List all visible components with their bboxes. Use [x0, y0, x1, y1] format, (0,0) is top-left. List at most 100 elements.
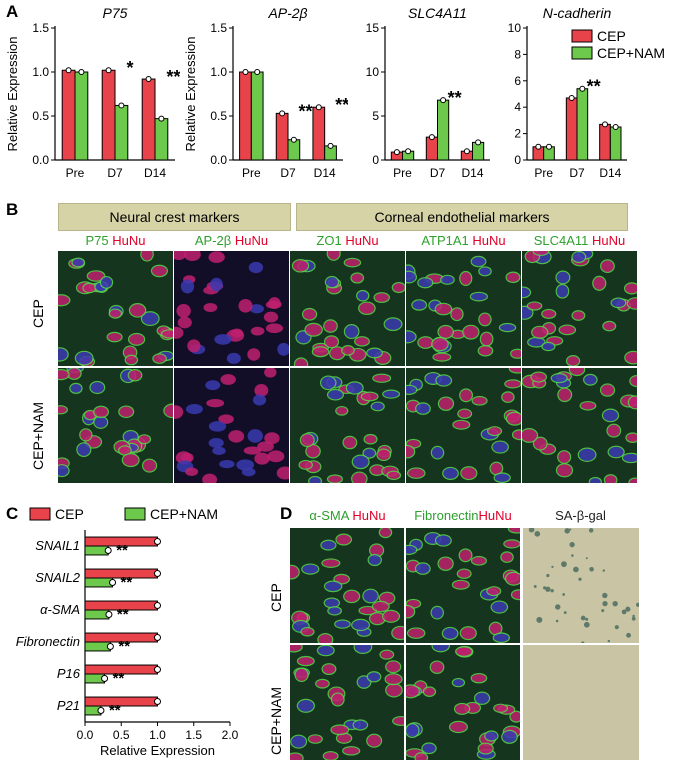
significance-mark: **	[335, 95, 348, 115]
bar-cep	[275, 112, 289, 161]
bar-cep-nam	[74, 71, 89, 161]
data-point	[393, 149, 400, 156]
panel-label-a: A	[6, 2, 19, 21]
significance-mark: **	[448, 88, 462, 108]
y-tick-label: SNAIL2	[35, 570, 81, 585]
row-label-d-cep: CEP	[268, 583, 284, 612]
data-point	[315, 104, 322, 111]
bar-cep	[84, 696, 158, 707]
x-tick-label: D14	[599, 166, 621, 180]
x-tick-label: D7	[569, 166, 585, 180]
data-point	[154, 602, 161, 610]
data-point	[104, 546, 112, 554]
data-point	[105, 610, 113, 618]
col-label-atp1a1: ATP1A1 HuNu	[421, 233, 506, 248]
y-tick-label: 0	[372, 153, 379, 167]
y-tick-label: 1.0	[210, 65, 227, 79]
significance-mark: **	[109, 702, 121, 719]
y-tick-label: 15	[366, 21, 380, 35]
panel-label-b: B	[6, 200, 19, 219]
x-tick-label: D7	[430, 166, 446, 180]
col-label-sa-bgal: SA-β-gal	[555, 508, 606, 523]
data-point	[118, 102, 125, 109]
micrograph-d-r1-c2	[406, 528, 520, 643]
data-point	[279, 110, 286, 117]
x-tick-label: Pre	[66, 166, 85, 180]
y-tick-label: Fibronectin	[16, 634, 80, 649]
micrograph-d-r1-c1	[290, 528, 404, 643]
y-tick-label: α-SMA	[40, 602, 80, 617]
data-point	[475, 139, 482, 146]
bar-cep	[425, 136, 439, 161]
chart-hbar-c: CEP CEP+NAM 0.0 0.5 1.0 1.5 2.0 Relative Expres…	[16, 506, 239, 758]
y-tick-label: 2	[514, 127, 521, 141]
y-tick-label: 10	[366, 65, 380, 79]
data-point	[154, 634, 161, 642]
data-point	[612, 124, 619, 130]
bar-cep-nam	[84, 609, 110, 620]
significance-mark: *	[127, 58, 134, 78]
chart-title: P75	[103, 5, 128, 21]
legend-label: CEP+NAM	[597, 45, 665, 61]
chart-slc4a11: SLC4A11 0 5 10 15 Pre D7 D14 **	[366, 5, 490, 180]
micrograph-b-r2-c5	[522, 368, 637, 483]
significance-mark: **	[299, 101, 313, 121]
micrograph-b-r2-c4	[406, 368, 521, 483]
y-tick-label: SNAIL1	[35, 538, 80, 553]
row-label-d-cep-nam: CEP+NAM	[268, 686, 284, 755]
chart-ap2b: AP-2β 0.0 0.5 1.0 1.5 Relative Expression Pre D…	[183, 5, 348, 180]
bar-cep-nam	[114, 104, 129, 161]
col-label-slc4a11: SLC4A11 HuNu	[533, 233, 626, 248]
micrograph-d-r2-c1	[290, 645, 404, 760]
data-point	[405, 148, 412, 155]
data-point	[602, 121, 608, 128]
data-point	[568, 94, 575, 101]
x-tick-label: 0.0	[77, 728, 94, 742]
micrograph-b-r1-c1	[58, 251, 173, 366]
y-tick-label: P21	[57, 698, 80, 713]
bar-cep	[141, 78, 156, 161]
bar-cep-nam	[84, 577, 114, 588]
data-point	[463, 148, 470, 155]
bar-cep	[312, 106, 326, 161]
data-point	[440, 97, 447, 104]
bar-cep-nam	[576, 88, 589, 161]
x-tick-label: Pre	[242, 166, 261, 180]
significance-mark: **	[116, 542, 128, 559]
data-point	[78, 69, 85, 75]
legend-swatch	[29, 507, 51, 521]
data-point	[290, 136, 297, 143]
significance-mark: **	[118, 638, 130, 655]
micrograph-b-r1-c4	[406, 251, 521, 366]
row-label-cep-nam: CEP+NAM	[30, 401, 46, 470]
y-tick-label: 1.5	[32, 21, 49, 35]
x-tick-label: 2.0	[222, 728, 239, 742]
chart-title: SLC4A11	[408, 5, 467, 21]
bar-cep-nam	[154, 118, 169, 161]
data-point	[327, 142, 334, 149]
data-point	[97, 706, 105, 714]
y-tick-label: 1.0	[32, 65, 49, 79]
legend-swatch	[571, 46, 593, 60]
significance-mark: **	[587, 77, 601, 97]
y-tick-label: 6	[514, 74, 521, 88]
row-label-cep: CEP	[30, 299, 46, 328]
data-point	[154, 538, 161, 546]
bar-cep	[101, 69, 116, 161]
x-tick-label: Pre	[393, 166, 412, 180]
micrograph-b-r2-c1	[58, 368, 173, 483]
bar-cep	[61, 69, 76, 161]
data-point	[254, 69, 261, 75]
x-tick-label: 0.5	[113, 728, 130, 742]
legend-swatch	[571, 29, 593, 43]
micrograph-b-r1-c2	[174, 251, 289, 366]
micrograph-d-r1-c3	[523, 528, 639, 643]
data-point	[579, 85, 586, 92]
col-label-fibronectin: FibronectinHuNu	[414, 508, 512, 523]
data-point	[106, 642, 114, 650]
bar-cep-nam	[609, 126, 622, 161]
x-tick-label: Pre	[534, 166, 553, 180]
y-tick-label: 0.5	[32, 109, 49, 123]
banner-corneal-endothelial: Corneal endothelial markers	[296, 203, 628, 231]
